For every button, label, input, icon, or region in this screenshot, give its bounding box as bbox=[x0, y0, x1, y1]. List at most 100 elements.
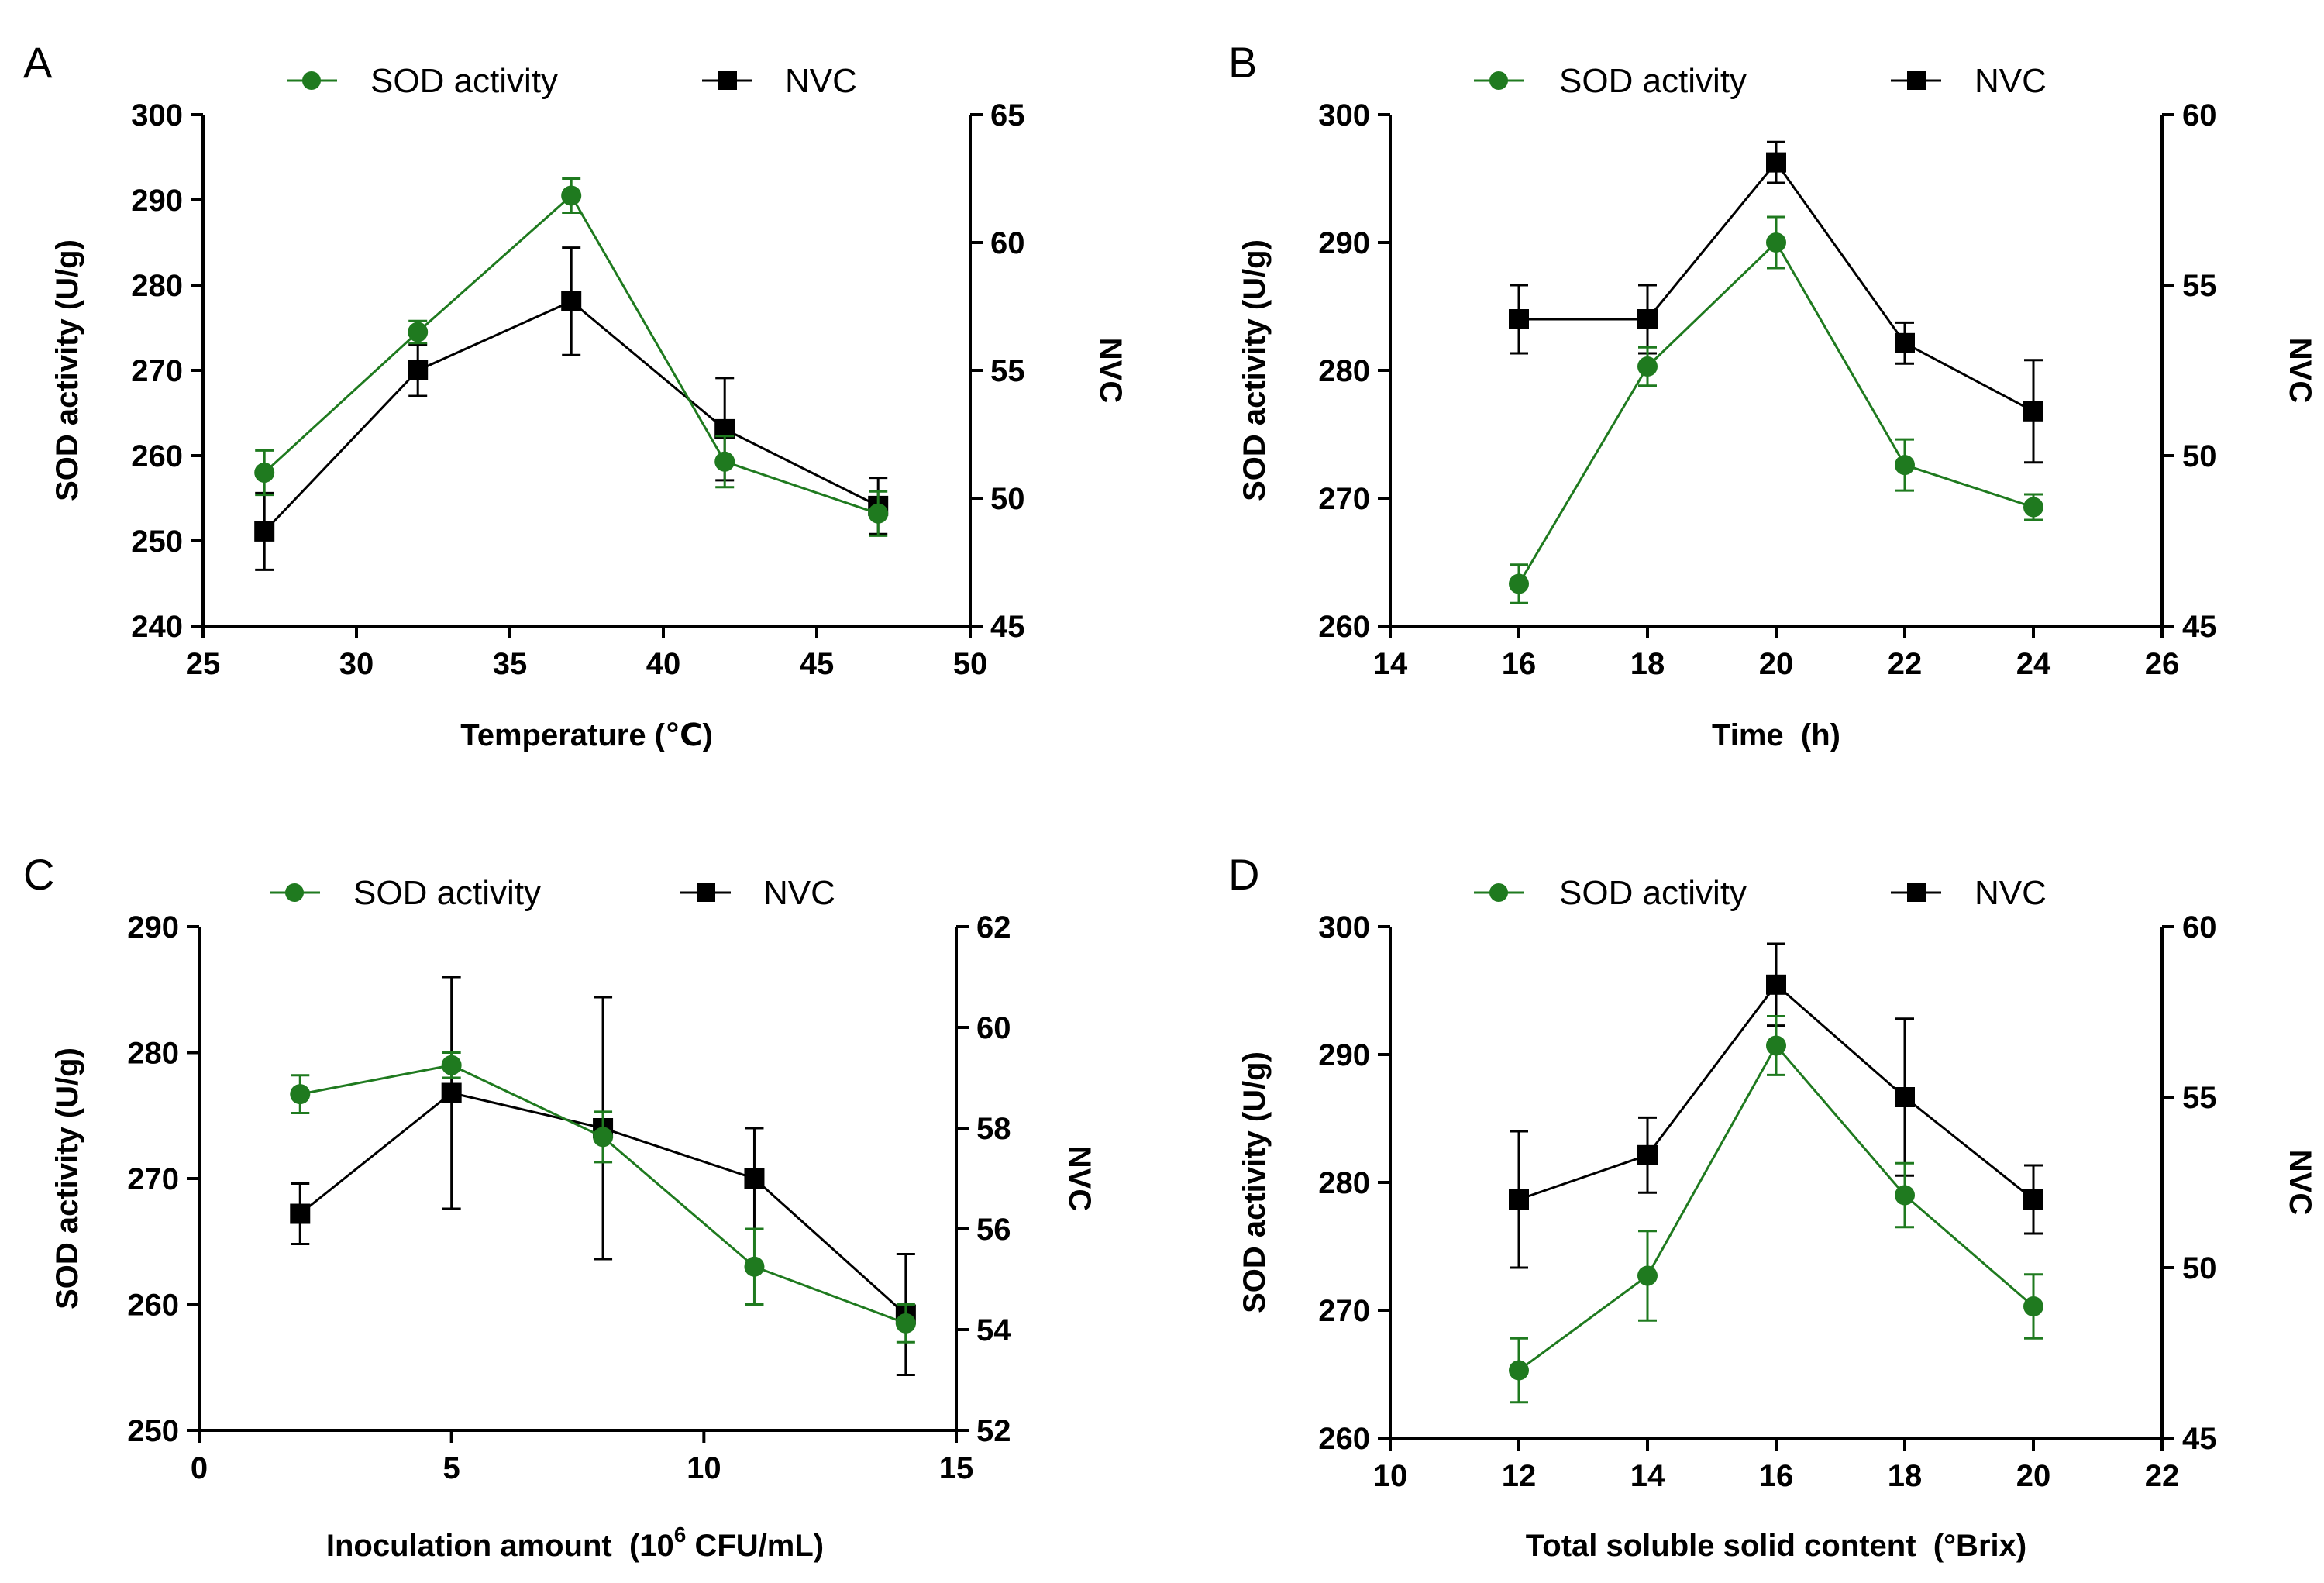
legend-sod-marker bbox=[1489, 883, 1508, 902]
sod-point bbox=[254, 463, 275, 483]
x-tick-label: 16 bbox=[1502, 647, 1537, 681]
legend-sod-label: SOD activity bbox=[1559, 62, 1747, 100]
y-axis-title: SOD activity (U/g) bbox=[50, 239, 84, 501]
x-tick-label: 5 bbox=[443, 1451, 460, 1485]
y2-tick-label: 65 bbox=[990, 98, 1025, 132]
y2-tick-label: 60 bbox=[2182, 98, 2217, 132]
legend: SOD activity NVC bbox=[1474, 874, 2047, 912]
y-tick-label: 280 bbox=[1318, 354, 1370, 388]
y2-tick-label: 60 bbox=[990, 226, 1025, 260]
legend-sod-label: SOD activity bbox=[353, 874, 541, 912]
legend-sod-marker bbox=[302, 71, 321, 90]
y2-tick-label: 56 bbox=[976, 1213, 1011, 1247]
x-tick-label: 18 bbox=[1888, 1459, 1923, 1493]
sod-point bbox=[1637, 1265, 1658, 1286]
x-tick-label: 12 bbox=[1502, 1459, 1537, 1493]
legend-nvc-marker bbox=[697, 883, 715, 902]
y2-tick-label: 45 bbox=[990, 610, 1025, 644]
x-tick-label: 22 bbox=[1888, 647, 1923, 681]
legend: SOD activity NVC bbox=[270, 874, 835, 912]
sod-point bbox=[1895, 455, 1915, 476]
nvc-series-line bbox=[1519, 160, 2034, 413]
legend-nvc-label: NVC bbox=[763, 874, 835, 912]
legend-nvc-label: NVC bbox=[1975, 62, 2047, 100]
sod-point bbox=[2023, 1296, 2043, 1317]
x-tick-label: 16 bbox=[1759, 1459, 1794, 1493]
x-tick-label: 40 bbox=[646, 647, 681, 681]
nvc-point bbox=[290, 1203, 311, 1224]
nvc-point bbox=[744, 1168, 765, 1189]
legend-nvc-label: NVC bbox=[1975, 874, 2047, 912]
sod-point bbox=[1509, 1360, 1529, 1381]
y-tick-label: 260 bbox=[1318, 1422, 1370, 1456]
legend: SOD activity NVC bbox=[287, 62, 857, 100]
legend-sod-marker bbox=[285, 883, 304, 902]
y2-tick-label: 52 bbox=[976, 1414, 1011, 1448]
y-tick-label: 260 bbox=[127, 1289, 179, 1323]
y-tick-label: 250 bbox=[127, 1414, 179, 1448]
y-tick-label: 290 bbox=[131, 184, 183, 218]
sod-point bbox=[441, 1055, 462, 1075]
sod-point bbox=[593, 1127, 614, 1148]
y-tick-label: 290 bbox=[127, 910, 179, 945]
y-tick-label: 250 bbox=[131, 525, 183, 559]
x-tick-label: 22 bbox=[2145, 1459, 2180, 1493]
y-tick-label: 270 bbox=[131, 354, 183, 388]
sod-series-line bbox=[1517, 240, 2034, 585]
panel-b: B 14 16 18 20 22 24 2626027028029030045505560 … bbox=[1228, 38, 2317, 752]
y2-tick-label: 54 bbox=[976, 1313, 1011, 1347]
nvc-point bbox=[1637, 1144, 1658, 1165]
y-axis-title: SOD activity (U/g) bbox=[50, 1048, 84, 1309]
sod-point bbox=[1766, 232, 1786, 253]
nvc-point bbox=[2023, 1189, 2043, 1210]
y2-tick-label: 55 bbox=[2182, 1081, 2217, 1115]
nvc-point bbox=[254, 521, 275, 542]
y-tick-label: 270 bbox=[127, 1162, 179, 1196]
panel-d: D 10 12 14 16 18 20 2226027028029030045505560 … bbox=[1228, 850, 2317, 1563]
y2-tick-label: 55 bbox=[2182, 269, 2217, 303]
x-axis-title-main: Inoculation amount (10 bbox=[326, 1529, 674, 1563]
legend-nvc-marker bbox=[1907, 883, 1926, 902]
nvc-point bbox=[1509, 309, 1529, 329]
y-tick-label: 300 bbox=[131, 98, 183, 132]
sod-point bbox=[1766, 1035, 1786, 1056]
y2-tick-label: 50 bbox=[2182, 1251, 2217, 1285]
sod-point bbox=[895, 1313, 916, 1334]
panel-a: A 25 30 35 40 45 5024025026027028029030045505… bbox=[23, 38, 1128, 752]
x-tick-label: 20 bbox=[2016, 1459, 2051, 1493]
x-axis-title: Temperature (℃) bbox=[460, 718, 713, 752]
sod-point bbox=[868, 503, 889, 524]
legend-nvc-marker bbox=[718, 71, 737, 90]
x-tick-label: 14 bbox=[1630, 1459, 1665, 1493]
y-tick-label: 270 bbox=[1318, 1294, 1370, 1328]
y-tick-label: 290 bbox=[1318, 1038, 1370, 1072]
y-tick-label: 280 bbox=[127, 1037, 179, 1071]
x-axis-title-tail: CFU/mL) bbox=[686, 1529, 824, 1563]
x-axis-title: Inoculation amount (106 CFU/mL) bbox=[326, 1523, 824, 1563]
panel-label: D bbox=[1228, 850, 1259, 899]
sod-point bbox=[1895, 1185, 1915, 1206]
x-tick-label: 10 bbox=[1373, 1459, 1408, 1493]
y-tick-label: 300 bbox=[1318, 98, 1370, 132]
x-axis-title-superscript: 6 bbox=[674, 1523, 687, 1547]
legend-nvc-marker bbox=[1907, 71, 1926, 90]
nvc-point bbox=[1509, 1189, 1529, 1210]
y-axis-title: SOD activity (U/g) bbox=[1238, 239, 1272, 501]
nvc-point bbox=[2023, 401, 2043, 422]
sod-point bbox=[1509, 573, 1529, 594]
y-tick-label: 260 bbox=[1318, 610, 1370, 644]
y-tick-label: 260 bbox=[131, 439, 183, 473]
legend-nvc-label: NVC bbox=[785, 62, 857, 100]
x-tick-label: 15 bbox=[939, 1451, 974, 1485]
sod-point bbox=[408, 322, 429, 342]
nvc-point bbox=[1766, 974, 1786, 995]
y2-tick-label: 50 bbox=[2182, 439, 2217, 473]
nvc-point bbox=[1895, 1087, 1915, 1107]
sod-series-line bbox=[1518, 1043, 2034, 1371]
y2-tick-label: 45 bbox=[2182, 1422, 2217, 1456]
x-axis-title: Total soluble solid content (°Brix) bbox=[1526, 1529, 2026, 1563]
y2-axis-title: NVC bbox=[1062, 1146, 1097, 1211]
y-tick-label: 270 bbox=[1318, 482, 1370, 516]
y-tick-label: 280 bbox=[131, 269, 183, 303]
